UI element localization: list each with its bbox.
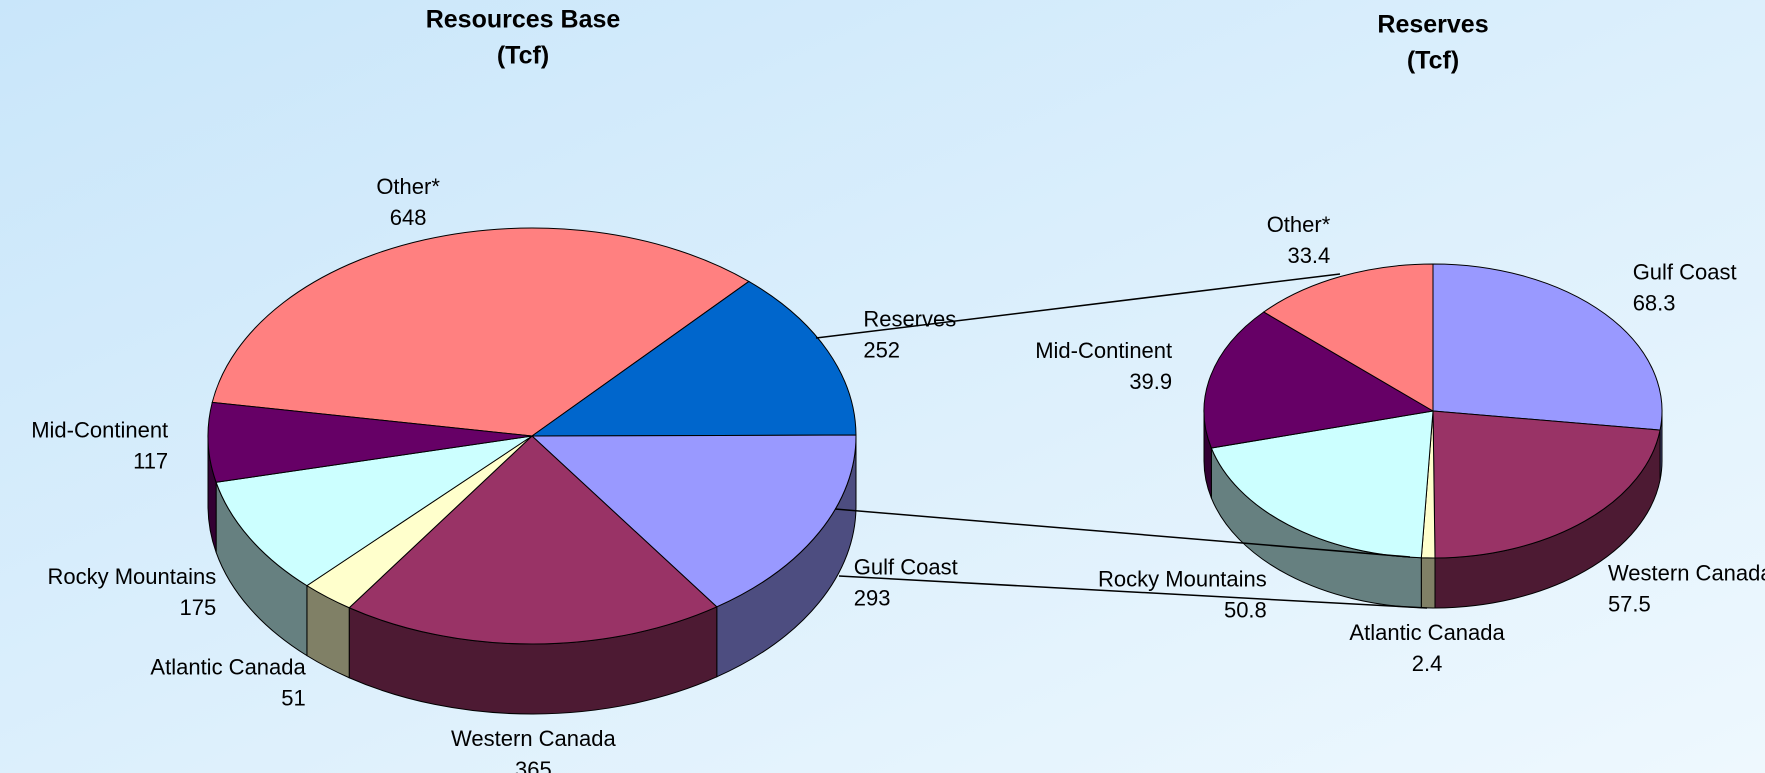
data-label-value: 51 [281, 685, 305, 710]
slice [1432, 410, 1661, 559]
data-label-value: 175 [180, 595, 217, 620]
slice [215, 435, 533, 587]
data-label-value: 365 [515, 757, 552, 773]
pie [1203, 263, 1663, 609]
data-label-name: Atlantic Canada [150, 654, 306, 679]
data-label-name: Rocky Mountains [48, 564, 217, 589]
slice [207, 401, 533, 483]
connector-lines [815, 273, 1428, 609]
data-label-value: 117 [133, 449, 168, 474]
chart-title: Resources Base [426, 6, 621, 34]
data-label-name: Other* [376, 174, 440, 199]
data-label-name: Other* [1267, 212, 1331, 237]
data-label-name: Mid-Continent [31, 418, 168, 443]
chart-subtitle: (Tcf) [1407, 47, 1459, 75]
data-label-name: Atlantic Canada [1349, 620, 1505, 645]
slice [211, 227, 750, 437]
data-label-value: 293 [854, 586, 891, 611]
data-label-value: 39.9 [1129, 369, 1172, 394]
connector-line [815, 273, 1341, 339]
data-label-name: Mid-Continent [1035, 338, 1172, 363]
pie [207, 227, 857, 715]
data-label-name: Gulf Coast [1633, 259, 1737, 284]
data-label-name: Gulf Coast [854, 555, 958, 580]
chart-subtitle: (Tcf) [497, 42, 549, 70]
data-label-value: 50.8 [1224, 598, 1267, 623]
slice [530, 280, 857, 437]
slice [1262, 263, 1434, 412]
slice [348, 435, 718, 645]
data-label-value: 648 [390, 205, 427, 230]
data-label-value: 57.5 [1608, 591, 1651, 616]
data-label-value: 68.3 [1633, 290, 1676, 315]
data-label-name: Western Canada [1608, 560, 1765, 585]
slice [1432, 263, 1663, 431]
connector-line [838, 575, 1428, 609]
slice [530, 434, 857, 608]
data-label-name: Reserves [863, 306, 956, 331]
data-label-name: Rocky Mountains [1098, 567, 1267, 592]
connector-line [834, 508, 1411, 558]
slice-side [1420, 557, 1436, 609]
chart-title: Reserves [1377, 11, 1488, 39]
data-label-value: 33.4 [1287, 243, 1330, 268]
data-label-name: Western Canada [451, 726, 616, 751]
data-label-value: 252 [863, 337, 900, 362]
data-label-value: 2.4 [1412, 651, 1443, 676]
slice [1203, 311, 1435, 449]
